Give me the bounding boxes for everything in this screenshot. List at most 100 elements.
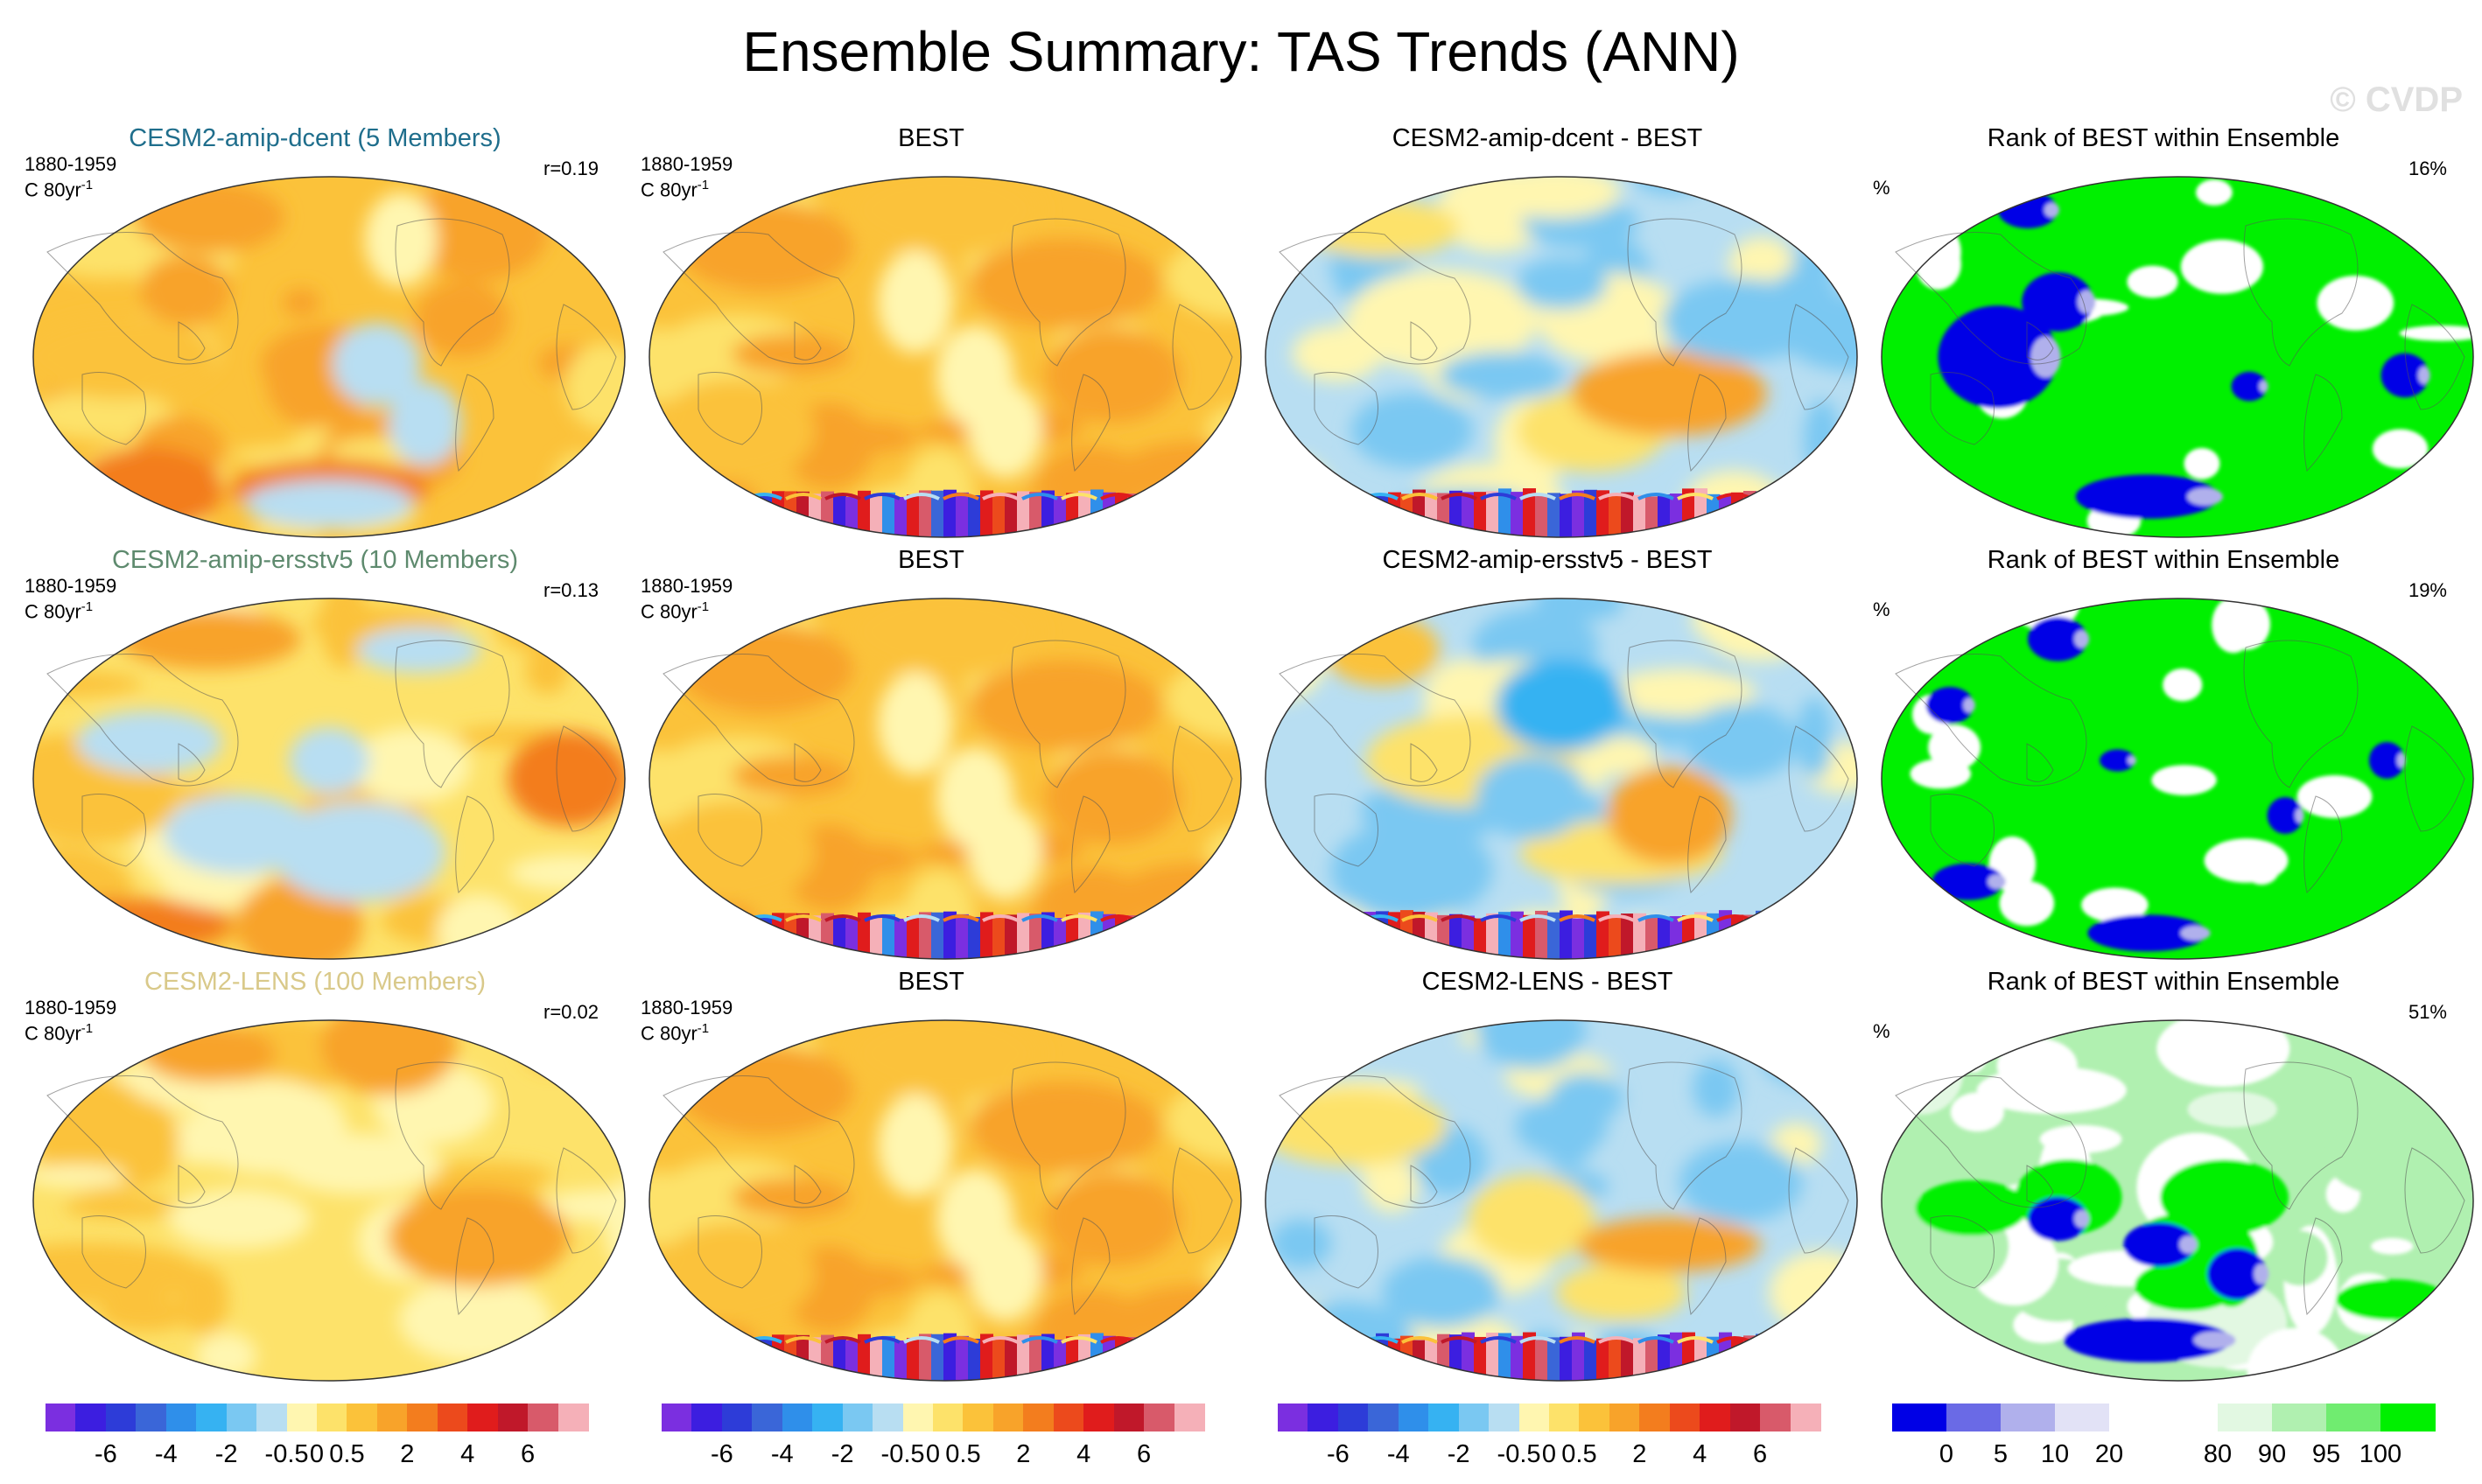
units-text: C 80yr [25, 1022, 81, 1045]
colorbar-swatch [1669, 1404, 1700, 1432]
globe-map-rank_b [1881, 598, 2474, 960]
units-exponent: -1 [697, 599, 710, 614]
colorbar-swatch [1023, 1404, 1055, 1432]
units-exponent: -1 [697, 178, 710, 192]
map-panel-obs-2: BEST 1880-1959 C 80yr-1 [621, 546, 1242, 966]
colorbar-swatch [782, 1404, 813, 1432]
units-label: C 80yr-1 [641, 175, 733, 200]
colorbar-swatch [1278, 1404, 1309, 1432]
globe-map-obs [649, 598, 1242, 960]
colorbar-tick-label: -4 [1386, 1440, 1410, 1468]
period-label: 1880-1959 [641, 153, 733, 175]
globe-map-rank_a [1881, 176, 2474, 538]
colorbar-tick-label: 6 [521, 1440, 536, 1468]
colorbar-swatch [752, 1404, 783, 1432]
map-panel-model-1: CESM2-amip-dcent (5 Members) 1880-1959 C 8… [5, 124, 626, 544]
map-panel-obs-1: BEST 1880-1959 C 80yr-1 [621, 124, 1242, 544]
rank-percent-value: 19% [2408, 579, 2447, 601]
colorbar-swatch [1892, 1404, 1947, 1432]
colorbar-tick-label: 20 [2094, 1440, 2124, 1468]
globe-map-model_b [32, 598, 626, 960]
colorbar-swatch [256, 1404, 288, 1432]
colorbar-tick-label: 6 [1753, 1440, 1768, 1468]
figure-title: Ensemble Summary: TAS Trends (ANN) [742, 20, 1740, 83]
colorbar-tick-label: 0 [925, 1440, 941, 1468]
period-units-label: 1880-1959 C 80yr-1 [25, 998, 116, 1044]
colorbar-tick-label: 2 [1016, 1440, 1031, 1468]
colorbar-tick-label: -2 [831, 1440, 854, 1468]
units-label: C 80yr-1 [25, 597, 116, 622]
period-units-label: 1880-1959 C 80yr-1 [641, 154, 733, 200]
colorbar-swatch [1083, 1404, 1115, 1432]
colorbar-swatch [662, 1404, 693, 1432]
colorbar-swatch [347, 1404, 378, 1432]
colorbar-tick-label: 0.5 [1561, 1440, 1597, 1468]
panel-title: Rank of BEST within Ensemble [1987, 546, 2340, 574]
colorbar-tick-label: 0 [309, 1440, 325, 1468]
units-text: C 80yr [25, 178, 81, 201]
map-panel-rank-3: Rank of BEST within Ensemble 51%% [1854, 968, 2474, 1388]
colorbar-tick-label: -2 [214, 1440, 238, 1468]
rank-colorbar: 0 5 10 20 80 90 95 100 [1892, 1404, 2436, 1468]
colorbar-tick-label: -4 [154, 1440, 178, 1468]
colorbar-swatch [2380, 1404, 2436, 1432]
colorbar-swatch [557, 1404, 589, 1432]
colorbar-tick-label: -0.5 [1497, 1440, 1541, 1468]
colorbar-tick-label: 2 [400, 1440, 415, 1468]
map-panel-diff-1: CESM2-amip-dcent - BEST [1237, 124, 1858, 544]
colorbar-tick-label: 0 [1541, 1440, 1557, 1468]
colorbar-swatch [963, 1404, 994, 1432]
units-label: C 80yr-1 [25, 1018, 116, 1044]
colorbar-tick-label: 4 [460, 1440, 475, 1468]
colorbar-swatch [902, 1404, 934, 1432]
units-label: C 80yr-1 [641, 1018, 733, 1044]
cvdp-watermark: © CVDP [2330, 80, 2463, 119]
colorbar-tick-label: 100 [2359, 1440, 2402, 1468]
colorbar-swatch [317, 1404, 348, 1432]
colorbar-swatch [2001, 1404, 2056, 1432]
units-text: C 80yr [25, 600, 81, 623]
colorbar-swatch [1174, 1404, 1205, 1432]
colorbar-swatch [1700, 1404, 1731, 1432]
colorbar-swatch [226, 1404, 257, 1432]
colorbar-tick-label: -4 [770, 1440, 794, 1468]
trend-colorbar-2: -6 -4 -2 -0.5 0 0.5 2 4 6 [662, 1404, 1205, 1468]
colorbar-swatch [46, 1404, 77, 1432]
pattern-correlation: r=0.19 [543, 158, 599, 179]
colorbar-swatch [1053, 1404, 1084, 1432]
colorbar-swatch [842, 1404, 873, 1432]
period-label: 1880-1959 [641, 575, 733, 597]
colorbar-tick-label: 80 [2203, 1440, 2233, 1468]
units-exponent: -1 [81, 1021, 94, 1036]
colorbar-swatch [1398, 1404, 1429, 1432]
colorbar-tick-label: 4 [1693, 1440, 1707, 1468]
units-text: C 80yr [641, 178, 698, 201]
colorbar-tick-label: -0.5 [880, 1440, 925, 1468]
colorbar-tick-label: 95 [2311, 1440, 2341, 1468]
colorbar-swatch [2326, 1404, 2381, 1432]
colorbar-swatch [1308, 1404, 1339, 1432]
panel-title: CESM2-LENS - BEST [1421, 968, 1673, 996]
colorbar-swatch [1729, 1404, 1761, 1432]
globe-map-diff_a [1265, 176, 1858, 538]
pattern-correlation: r=0.02 [543, 1001, 599, 1023]
colorbar-swatch [992, 1404, 1024, 1432]
map-panel-rank-1: Rank of BEST within Ensemble 16%% [1854, 124, 2474, 544]
colorbar-tick-label: 0 [1939, 1440, 1954, 1468]
colorbar-tick-label: -2 [1447, 1440, 1470, 1468]
colorbar-swatch [196, 1404, 228, 1432]
trend-colorbar-3: -6 -4 -2 -0.5 0 0.5 2 4 6 [1278, 1404, 1821, 1468]
colorbar-tick-label: -6 [94, 1440, 117, 1468]
map-panel-obs-3: BEST 1880-1959 C 80yr-1 [621, 968, 1242, 1388]
colorbar-swatch [437, 1404, 468, 1432]
colorbar-swatch [75, 1404, 107, 1432]
panel-title: CESM2-amip-dcent - BEST [1392, 124, 1703, 152]
panel-title: Rank of BEST within Ensemble [1987, 124, 2340, 152]
units-label: C 80yr-1 [25, 175, 116, 200]
percent-unit-label: % [1873, 598, 1890, 620]
colorbar-swatch [528, 1404, 559, 1432]
colorbar-swatch [721, 1404, 753, 1432]
colorbar-swatch [467, 1404, 499, 1432]
colorbar-tick-label: 2 [1632, 1440, 1647, 1468]
period-label: 1880-1959 [25, 997, 117, 1018]
